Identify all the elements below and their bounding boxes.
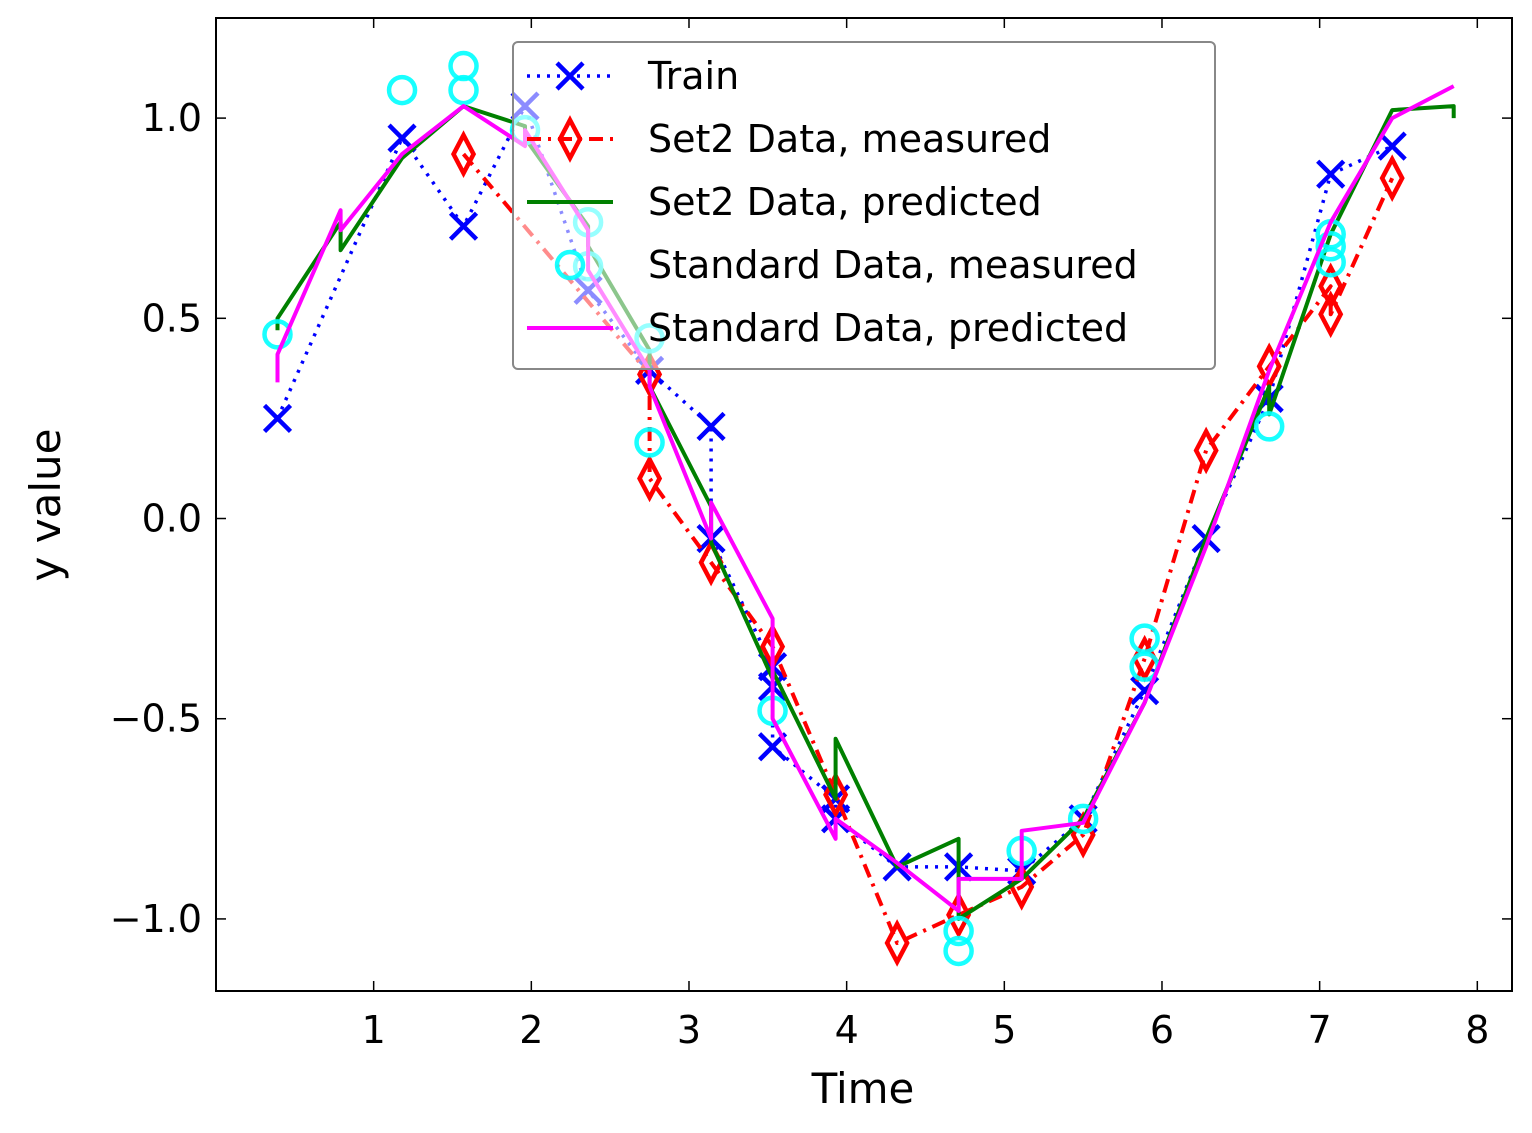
data-point-0-20 (1316, 159, 1346, 189)
data-point-3-1 (386, 74, 418, 106)
legend-label: Set2 Data, predicted (648, 180, 1042, 224)
x-tick-label: 8 (1465, 1008, 1489, 1052)
data-point-1-2 (637, 454, 663, 503)
data-point-3-0 (262, 319, 293, 350)
data-point-1-15 (1379, 154, 1405, 202)
data-point-0-0 (262, 403, 293, 434)
x-axis-label: Time (811, 1064, 915, 1113)
legend-marker (557, 115, 583, 163)
x-tick-label: 4 (835, 1008, 859, 1052)
y-tick-label: 0.0 (142, 497, 202, 541)
legend-marker (554, 249, 586, 281)
data-point-3-10 (943, 915, 974, 947)
legend-label: Standard Data, predicted (648, 306, 1128, 350)
legend-box (512, 41, 1216, 370)
data-point-3-18 (1315, 230, 1346, 262)
x-tick-label: 2 (519, 1008, 543, 1052)
legend-entry-3: Standard Data, measured (554, 243, 1138, 287)
marker-stroke (448, 211, 479, 241)
y-tick-label: 0.5 (142, 296, 202, 340)
y-tick-label: −0.5 (110, 697, 202, 741)
legend-entry-1: Set2 Data, measured (527, 115, 1051, 163)
data-point-3-16 (1253, 411, 1285, 442)
plot-frame (215, 17, 1513, 992)
marker-stroke (696, 411, 726, 442)
legend-entry-2: Set2 Data, predicted (527, 180, 1042, 224)
legend-label: Set2 Data, measured (648, 117, 1051, 161)
data-point-3-11 (943, 935, 974, 967)
axes-layer: 1 2 3 4 5 6 7 8 −1.0 −0.5 0.0 0.5 1.0 (110, 17, 1513, 1052)
marker-stroke (262, 403, 293, 434)
x-tick-label: 7 (1308, 1008, 1332, 1052)
y-tick-label: −1.0 (110, 897, 202, 941)
data-point-1-11 (1193, 426, 1219, 475)
data-point-1-6 (884, 919, 910, 967)
legend: Train Set2 Data, measured Set2 Data, predi… (512, 41, 1216, 370)
legend-entry-4: Standard Data, predicted (527, 306, 1128, 350)
data-point-3-8 (634, 427, 665, 458)
x-tick-label: 3 (677, 1008, 701, 1052)
data-point-1-7 (946, 891, 972, 939)
series-line-0 (275, 104, 1393, 873)
legend-marker (555, 61, 585, 91)
y-axis-label: y value (21, 429, 70, 582)
data-point-0-21 (1377, 131, 1407, 161)
marker-stroke (387, 123, 417, 153)
marker-stroke (1316, 159, 1346, 189)
x-tick-label: 5 (992, 1008, 1016, 1052)
series-line-4 (275, 84, 1455, 913)
marker-stroke (1377, 131, 1407, 161)
data-point-3-3 (448, 74, 479, 106)
y-tick-label: 1.0 (142, 96, 202, 140)
data-point-1-13 (1318, 262, 1344, 311)
legend-label: Standard Data, measured (648, 243, 1138, 287)
x-tick-label: 6 (1150, 1008, 1174, 1052)
x-tick-label: 1 (362, 1008, 386, 1052)
data-point-1-0 (450, 130, 477, 178)
data-point-3-13 (1067, 803, 1099, 835)
data-point-1-14 (1318, 290, 1344, 339)
series-4 (275, 84, 1455, 913)
data-point-0-6 (696, 411, 726, 442)
data-point-0-2 (448, 211, 479, 241)
marker-stroke (555, 61, 585, 91)
data-point-3-19 (1315, 247, 1346, 278)
legend-label: Train (647, 54, 739, 98)
legend-entry-0: Train (527, 54, 739, 98)
